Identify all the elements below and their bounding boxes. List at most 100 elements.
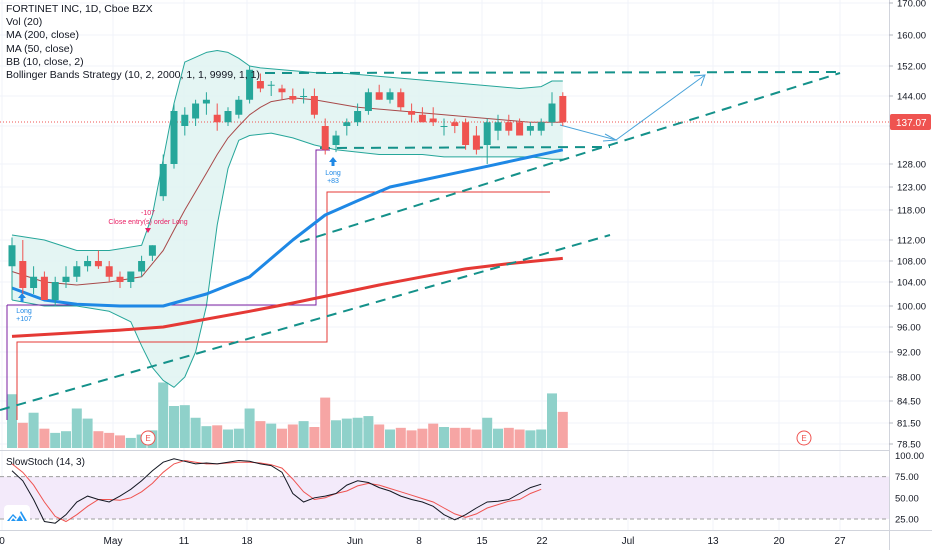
legend-ma50[interactable]: MA (50, close)	[6, 42, 74, 55]
candle-body	[321, 126, 329, 150]
volume-bar	[266, 423, 277, 448]
volume-bar	[406, 430, 417, 448]
price-tick-label: 144.00	[897, 92, 926, 103]
volume-bar	[471, 429, 482, 448]
volume-bar	[503, 427, 514, 448]
candle-body	[30, 276, 38, 288]
legend-strategy[interactable]: Bollinger Bands Strategy (10, 2, 2000, 1…	[6, 69, 260, 82]
volume-bar	[255, 421, 266, 448]
price-tick-label: 112.00	[897, 236, 925, 247]
candle-body	[62, 276, 70, 282]
candle-body	[505, 122, 513, 131]
volume-bar	[212, 425, 223, 448]
candle-body	[397, 92, 405, 108]
time-tick-label: Jul	[622, 536, 635, 547]
volume-bar	[115, 435, 125, 448]
tradingview-logo-icon[interactable]	[4, 505, 30, 527]
chart-legend: FORTINET INC, 1D, Cboe BZX Vol (20) MA (…	[6, 3, 260, 82]
earnings-icon[interactable]	[796, 430, 812, 446]
volume-bar	[557, 411, 568, 448]
projection-arrowhead	[602, 133, 618, 142]
legend-volume[interactable]: Vol (20)	[6, 16, 43, 29]
candle-body	[375, 92, 383, 100]
candle-body	[494, 122, 502, 131]
time-tick-label: 11	[179, 536, 190, 547]
candle-body	[94, 261, 102, 267]
candle-body	[278, 88, 286, 93]
long-entry-profit: +83	[327, 178, 339, 185]
candle-body	[19, 261, 27, 288]
bb-upper-line	[11, 50, 563, 251]
volume-bar	[395, 427, 406, 448]
price-tick-label: 84.50	[897, 397, 921, 408]
candle-body	[343, 122, 351, 126]
volume-bar	[158, 382, 169, 448]
stoch-tick-label: 25.00	[895, 514, 919, 525]
close-entry-label: Close entry(s) order Long	[108, 219, 187, 226]
volume-bar	[331, 420, 341, 448]
price-axis-bg	[889, 0, 932, 550]
volume-bar	[244, 408, 255, 448]
candle-body	[159, 164, 167, 197]
earnings-icon[interactable]	[140, 430, 156, 446]
volume-bar	[233, 428, 244, 448]
volume-bar	[309, 427, 320, 448]
volume-bar	[352, 417, 363, 448]
volume-bar	[449, 427, 460, 448]
candle-body	[526, 126, 534, 131]
projection-path	[559, 74, 706, 142]
candle-body	[170, 111, 178, 164]
candle-body	[537, 122, 545, 131]
candle-body	[429, 118, 437, 123]
volume-bar	[201, 426, 212, 448]
candle-body	[84, 261, 92, 267]
candle-body	[127, 271, 135, 282]
volume-bar	[179, 405, 190, 448]
candlesticks	[8, 66, 567, 306]
trendlines	[0, 71, 841, 411]
price-tick-label: 170.00	[897, 0, 926, 10]
candle-body	[462, 122, 470, 145]
earnings-label: E	[145, 434, 150, 443]
volume-bar	[7, 394, 17, 448]
close-entry-value: -107	[141, 210, 155, 217]
strategy-stop-line	[16, 191, 550, 420]
stoch-tick-label: 75.00	[895, 472, 919, 483]
stoch-band-fill	[0, 476, 889, 519]
candle-body	[235, 99, 243, 115]
price-tick-label: 160.00	[897, 31, 926, 42]
stoch-title[interactable]: SlowStoch (14, 3)	[6, 457, 85, 468]
price-tick-label: 92.00	[897, 348, 921, 359]
price-tick-label: 108.00	[897, 257, 926, 268]
support-trendline	[319, 146, 611, 149]
volume-bars	[7, 382, 568, 448]
volume-bar	[71, 408, 82, 448]
long-entry-label: Long	[16, 308, 32, 315]
bb-lower-line	[11, 132, 563, 388]
legend-ma200[interactable]: MA (200, close)	[6, 29, 79, 42]
projection-arrowhead	[693, 74, 706, 87]
volume-bar	[525, 430, 536, 448]
price-tick-label: 118.00	[897, 206, 925, 217]
volume-bar	[341, 418, 352, 448]
time-tick-label: 20	[773, 536, 785, 547]
candle-body	[192, 103, 200, 119]
volume-bar	[320, 397, 331, 448]
price-tick-label: 81.50	[897, 419, 921, 430]
volume-bar	[385, 429, 395, 448]
legend-bb[interactable]: BB (10, close, 2)	[6, 55, 84, 68]
time-tick-label: 8	[416, 536, 422, 547]
volume-bar	[104, 432, 115, 448]
candle-body	[310, 96, 318, 115]
symbol-title[interactable]: FORTINET INC, 1D, Cboe BZX	[6, 3, 153, 15]
candle-body	[40, 276, 48, 300]
candle-body	[300, 96, 308, 97]
volume-bar	[125, 437, 136, 448]
price-tick-label: 100.00	[897, 302, 926, 313]
last-price-value: 137.07	[896, 118, 927, 129]
candle-body	[332, 135, 340, 145]
candle-body	[116, 276, 124, 282]
price-tick-label: 152.00	[897, 62, 926, 73]
